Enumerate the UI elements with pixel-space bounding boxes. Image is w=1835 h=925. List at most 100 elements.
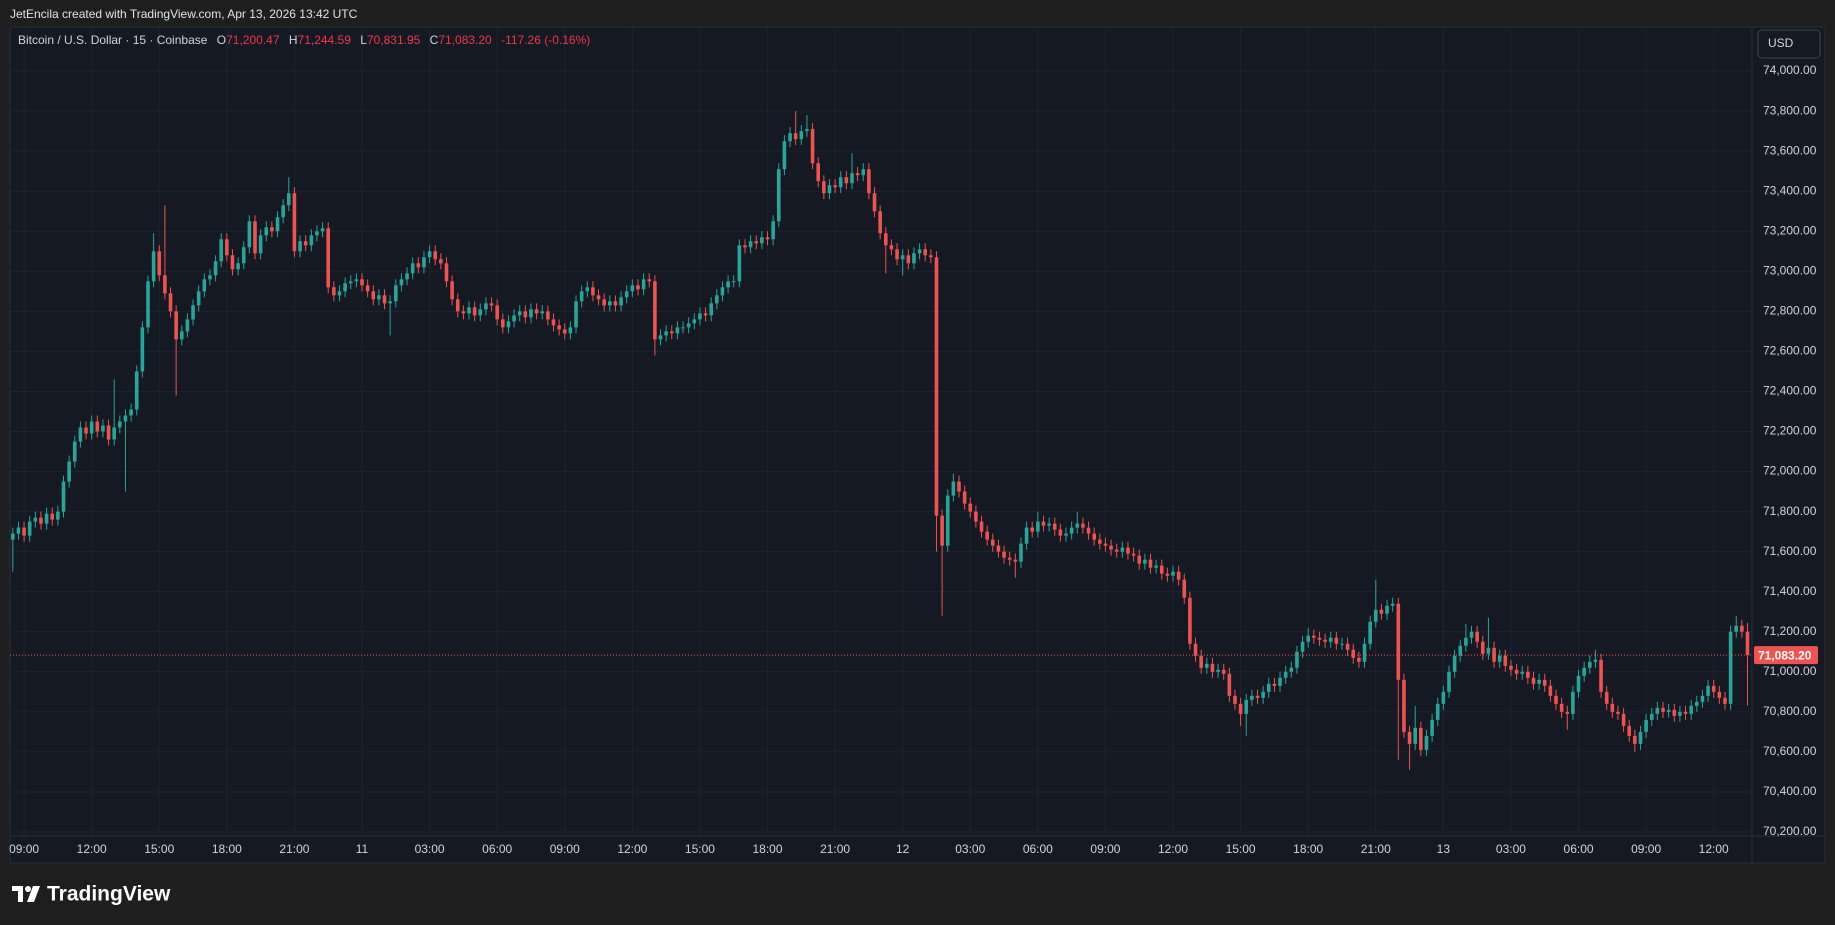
candle-body	[140, 327, 145, 372]
y-tick-label: 70,600.00	[1763, 744, 1817, 758]
candle-body	[1086, 527, 1091, 534]
y-tick-label: 71,600.00	[1763, 544, 1817, 558]
x-tick-label: 03:00	[955, 842, 985, 856]
candle-body	[1509, 665, 1513, 670]
candle-body	[365, 285, 370, 292]
candle-body	[84, 427, 88, 434]
candle-body	[895, 249, 899, 260]
x-tick-label: 09:00	[1090, 842, 1120, 856]
candle-body	[89, 421, 94, 434]
candle-body	[957, 481, 961, 492]
candle-body	[883, 233, 888, 246]
candle-body	[106, 425, 111, 440]
candle-body	[1390, 603, 1395, 606]
candle-body	[929, 255, 933, 258]
candle-body	[1058, 529, 1063, 536]
logo-part	[25, 886, 31, 892]
candle-body	[1655, 707, 1660, 714]
candle-body	[67, 461, 71, 482]
candle-body	[1424, 735, 1429, 750]
candle-body	[1492, 647, 1496, 662]
brand-name: TradingView	[47, 883, 171, 906]
candle-body	[146, 281, 150, 328]
y-tick-label: 72,200.00	[1763, 424, 1817, 438]
candle-body	[1497, 655, 1502, 662]
candle-body	[202, 279, 207, 292]
candle-body	[455, 299, 460, 312]
legend-key: L	[360, 33, 367, 47]
candle-body	[478, 309, 483, 316]
candle-body	[1610, 703, 1615, 712]
legend-value: 71,083.20	[438, 33, 492, 47]
y-tick-label: 73,400.00	[1763, 183, 1817, 197]
candle-body	[1464, 637, 1468, 646]
candle-body	[861, 169, 866, 176]
candle-body	[422, 257, 426, 268]
x-tick-label: 15:00	[685, 842, 715, 856]
candle-body	[1616, 711, 1620, 714]
candle-body	[1188, 597, 1192, 644]
candle-body	[371, 291, 376, 300]
candle-body	[22, 527, 26, 536]
candle-body	[1700, 695, 1705, 702]
candle-body	[298, 241, 302, 252]
candle-body	[326, 228, 331, 288]
candle-body	[1520, 671, 1525, 674]
candle-body	[1334, 637, 1339, 644]
candle-body	[1250, 695, 1254, 700]
candle-body	[810, 129, 815, 164]
candle-body	[50, 513, 55, 520]
candle-body	[1278, 677, 1282, 686]
candle-body	[1340, 643, 1344, 645]
candle-body	[433, 251, 438, 260]
x-tick-label: 06:00	[1023, 842, 1053, 856]
candle-body	[157, 251, 162, 276]
candle-body	[1345, 643, 1350, 650]
x-tick-label: 18:00	[212, 842, 242, 856]
candle-body	[1300, 641, 1305, 652]
candle-body	[1542, 679, 1547, 686]
candle-body	[230, 255, 235, 270]
header-credit: JetEncila created with TradingView.com, …	[10, 7, 358, 21]
candle-body	[686, 323, 691, 328]
y-tick-label: 72,000.00	[1763, 464, 1817, 478]
candle-body	[1548, 685, 1553, 696]
candle-body	[382, 295, 387, 304]
x-tick-label: 03:00	[1496, 842, 1526, 856]
x-tick-label: 12:00	[77, 842, 107, 856]
candle-body	[653, 281, 657, 340]
candle-body	[348, 281, 353, 284]
candle-body	[1120, 547, 1125, 552]
candle-body	[112, 427, 116, 440]
candle-body	[1266, 683, 1271, 692]
legend-key: H	[289, 33, 298, 47]
candle-body	[1357, 657, 1361, 662]
candle-body	[1114, 549, 1119, 552]
candle-body	[765, 237, 770, 240]
candle-body	[534, 309, 539, 314]
candle-body	[1368, 621, 1372, 644]
candle-body	[1362, 643, 1367, 662]
y-tick-label: 70,400.00	[1763, 784, 1817, 798]
candle-body	[827, 185, 832, 194]
candle-body	[332, 287, 336, 296]
candle-body	[1261, 691, 1265, 698]
candle-body	[1745, 631, 1750, 656]
x-tick-label: 09:00	[9, 842, 39, 856]
legend-key: O	[217, 33, 226, 47]
x-tick-label: 12	[896, 842, 910, 856]
candle-body	[1413, 727, 1418, 744]
candle-body	[1587, 661, 1592, 668]
candle-body	[613, 301, 618, 306]
candle-body	[1137, 555, 1142, 564]
candle-body	[337, 291, 342, 296]
candle-body	[1131, 553, 1136, 556]
candle-body	[720, 287, 725, 296]
candle-body	[940, 515, 944, 546]
candle-body	[776, 169, 781, 222]
candle-body	[1514, 669, 1519, 674]
candle-body	[1295, 651, 1299, 668]
currency-button[interactable]	[1757, 29, 1821, 59]
candle-body	[771, 221, 775, 240]
symbol-legend: Bitcoin / U.S. Dollar · 15 · Coinbase O7…	[18, 33, 590, 47]
